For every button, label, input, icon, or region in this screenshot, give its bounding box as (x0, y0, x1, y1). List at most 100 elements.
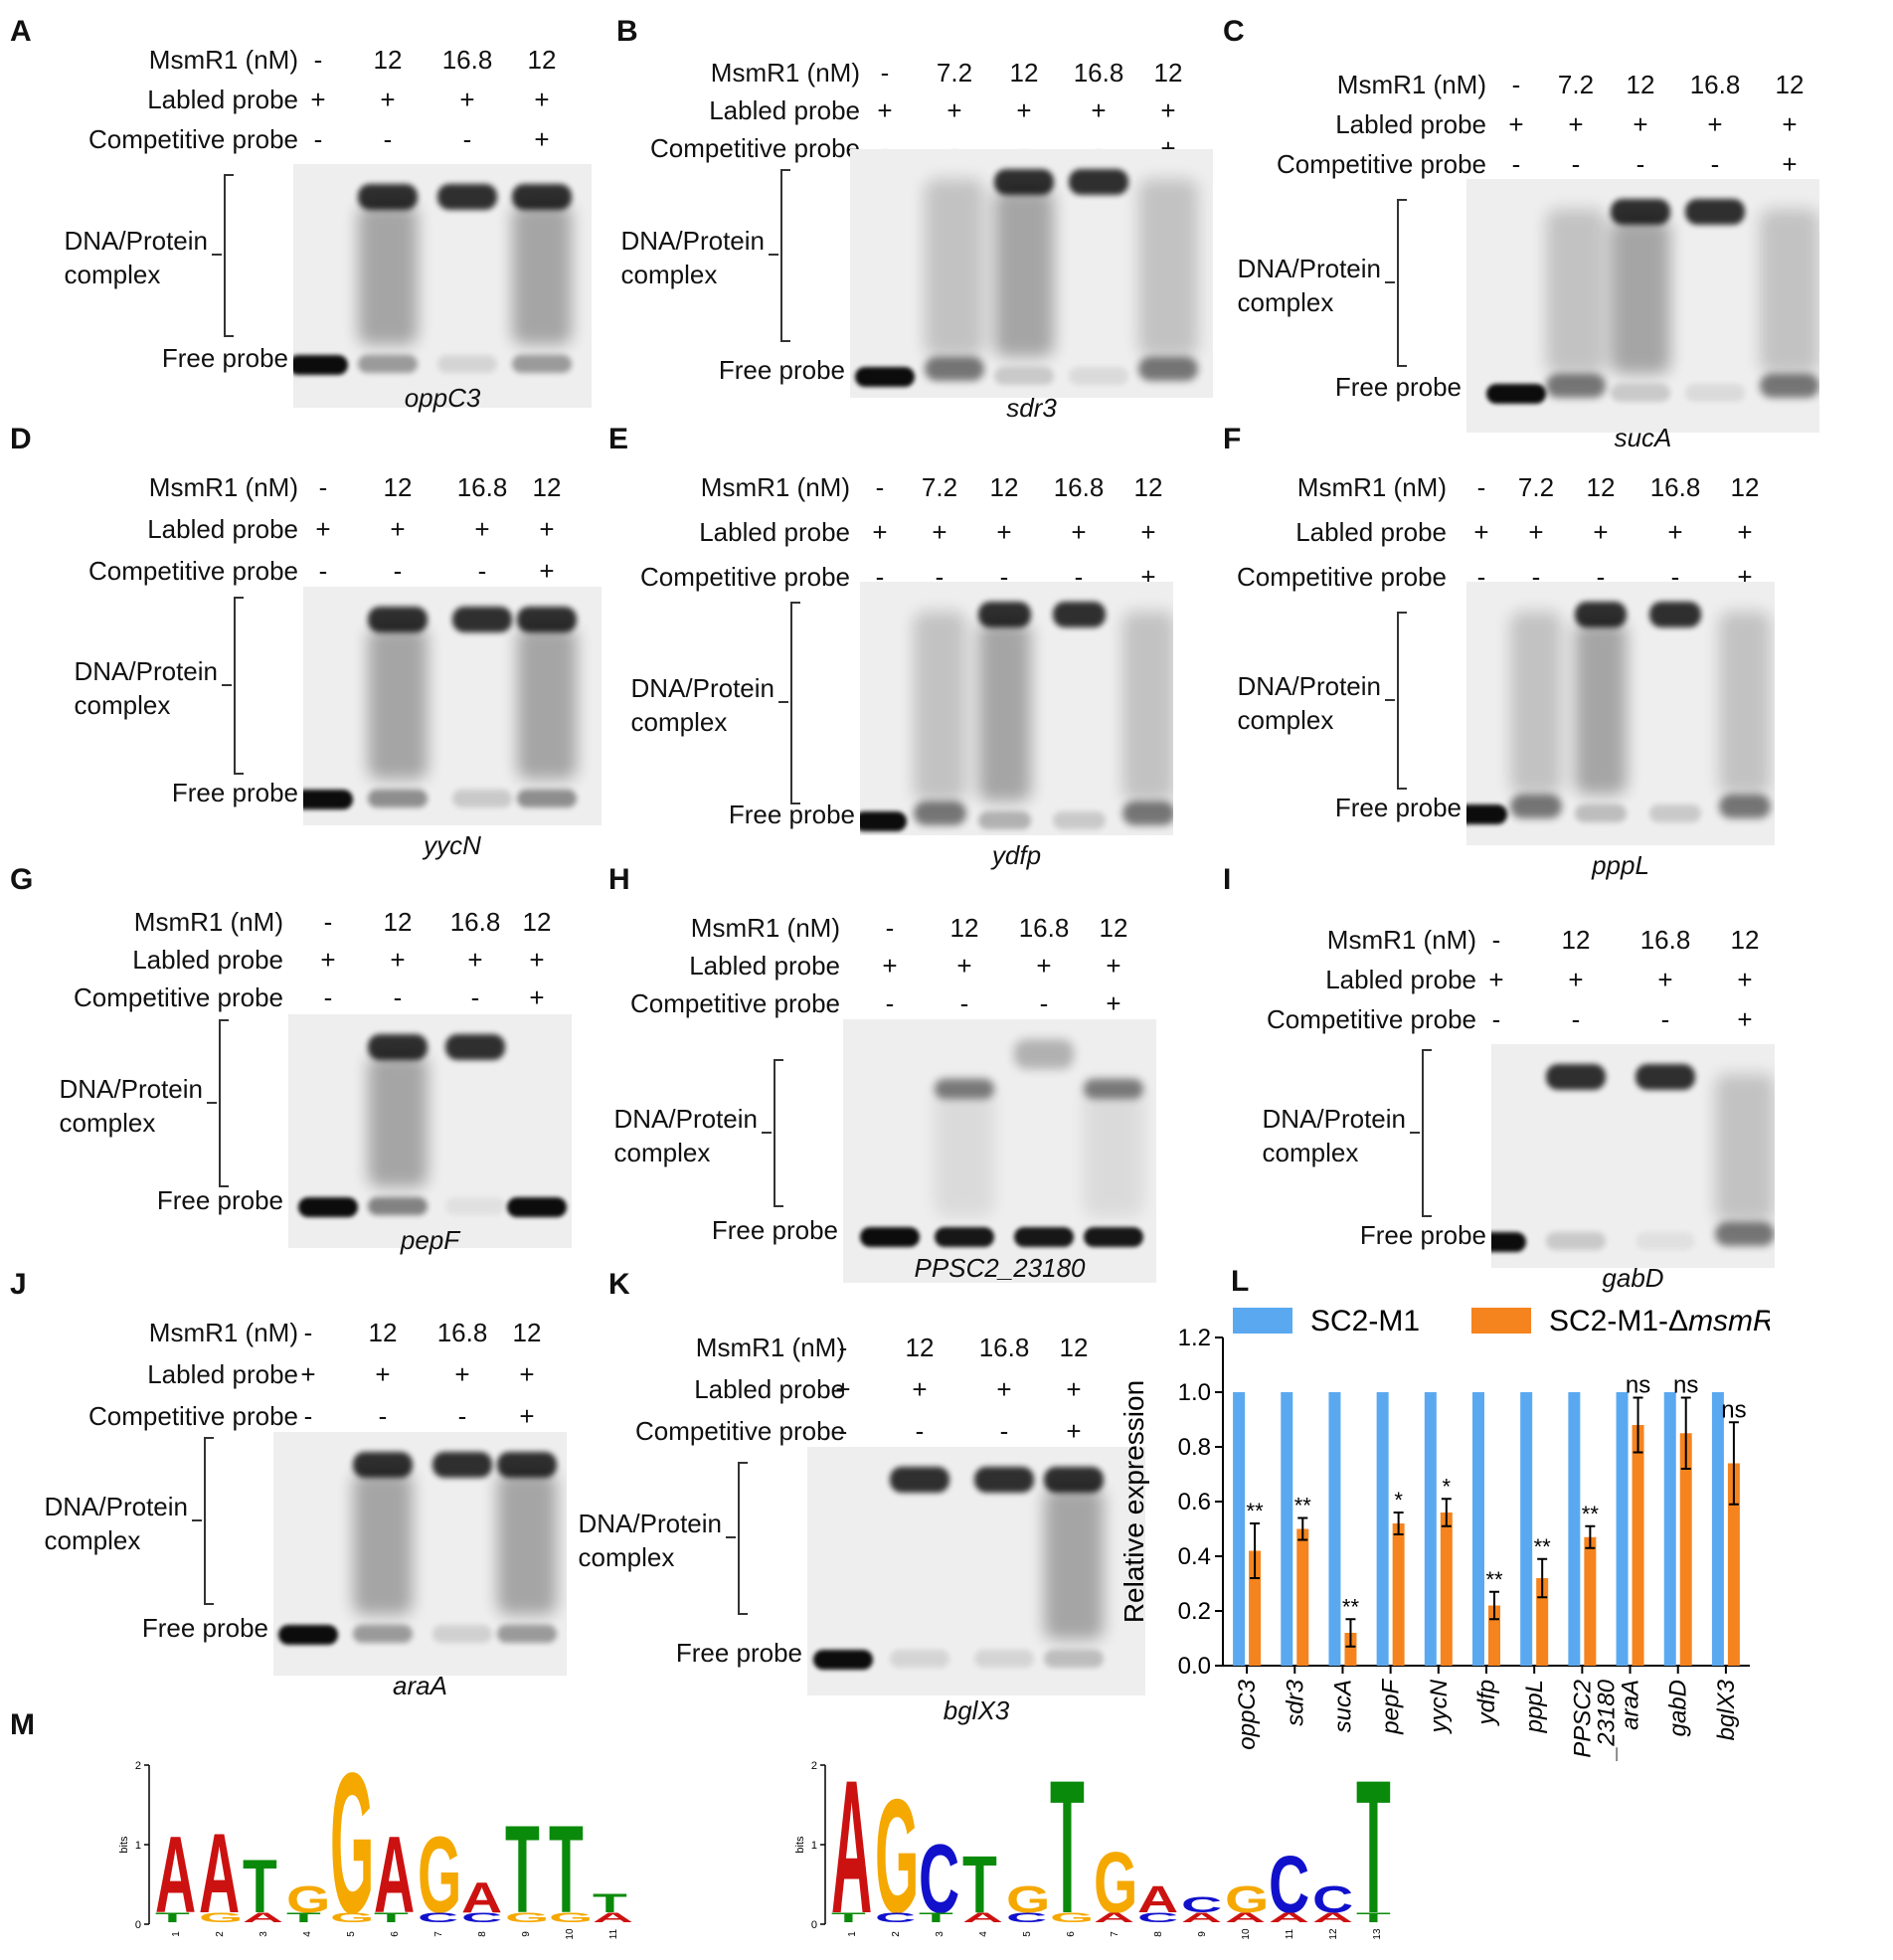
panel-f-lane-value: - (1476, 562, 1486, 592)
panel-k-lane-value: + (835, 1374, 851, 1404)
panel-e-lane-value: 7.2 (921, 472, 958, 502)
panel-b-row-label: Labled probe (709, 95, 860, 125)
panel-a-lane-value: 12 (373, 45, 403, 75)
bar-sc2-m1-dmsmr1 (1679, 1433, 1692, 1666)
panel-e-band (1121, 802, 1173, 825)
panel-b-lane-value: + (1091, 95, 1107, 125)
logo-position-label: 10 (565, 1928, 576, 1940)
logo-letter: A (831, 1750, 872, 1949)
panel-f-band (1510, 612, 1562, 795)
panel-h-band (1084, 1227, 1143, 1247)
panel-f-lane-value: + (1667, 517, 1683, 547)
panel-a-gel-image (293, 164, 592, 408)
panel-g-lane-value: 12 (383, 907, 413, 937)
panel-i-band (1546, 1064, 1606, 1090)
logo-letter: C (1312, 1878, 1353, 1921)
panel-a-lane-value: + (310, 85, 326, 114)
logo-letter: A (155, 1815, 196, 1936)
panel-h-lane-value: + (1036, 951, 1052, 980)
panel-c-complex-bracket (1397, 199, 1407, 367)
panel-f-bracket-tick (1385, 698, 1395, 701)
significance-mark: ** (1294, 1494, 1312, 1518)
logo-letter-minor: A (1269, 1909, 1309, 1924)
logo-letter: A (199, 1810, 240, 1937)
panel-k-band (1044, 1487, 1104, 1640)
panel-h-band (1014, 1227, 1074, 1247)
panel-i-band (1491, 1232, 1526, 1252)
panel-c-free-probe-label: Free probe (1334, 372, 1462, 402)
panel-f-gel-image (1466, 582, 1775, 845)
panel-a-bracket-tick (212, 254, 222, 256)
panel-j-bracket-tick (192, 1518, 202, 1521)
panel-c-row-label: Competitive probe (1277, 149, 1486, 179)
panel-f-lane-value: 12 (1586, 472, 1616, 502)
x-tick-label: pppL (1521, 1680, 1548, 1733)
bar-sc2-m1 (1663, 1392, 1676, 1666)
panel-g-lane-value: + (320, 945, 336, 975)
logo-letter-minor: T (831, 1909, 866, 1924)
bar-sc2-m1 (1376, 1392, 1389, 1666)
logo-position-label: 11 (608, 1928, 619, 1939)
panel-e-gel-image (860, 582, 1173, 835)
logo-letter: T (593, 1888, 627, 1918)
panel-d-lane-value: 12 (532, 472, 562, 502)
logo-letter: T (962, 1839, 997, 1930)
significance-mark: ** (1534, 1534, 1552, 1559)
panel-j-band (432, 1625, 492, 1643)
panel-c-lane-value: + (1782, 109, 1798, 139)
logo-letter-minor: T (1356, 1909, 1391, 1924)
panel-i-band (1546, 1232, 1606, 1250)
panel-a-band (293, 355, 348, 375)
panel-c-lane-value: 16.8 (1689, 70, 1741, 99)
panel-e-lane-value: + (1140, 517, 1156, 547)
panel-f-complex-bracket (1397, 612, 1407, 790)
panel-e-band (977, 622, 1031, 802)
panel-j-lane-value: + (454, 1359, 470, 1389)
panel-g-lane-value: 12 (522, 907, 552, 937)
panel-e-lane-value: - (875, 562, 885, 592)
logo-position-label: 2 (891, 1931, 902, 1937)
bar-sc2-m1-dmsmr1 (1440, 1513, 1453, 1666)
logo-position-label: 6 (1066, 1931, 1077, 1937)
legend-label-sc2-m1: SC2-M1 (1310, 1305, 1420, 1337)
logo-y-tick-label: 2 (811, 1760, 817, 1772)
panel-b-lane-value: - (1094, 133, 1104, 163)
significance-mark: ** (1247, 1499, 1265, 1523)
panel-h-lane-value: 12 (1099, 913, 1128, 943)
panel-k-label: K (608, 1268, 630, 1301)
panel-i-lane-value: 12 (1561, 925, 1591, 955)
panel-k-lane-value: + (1066, 1416, 1082, 1446)
panel-e-lane-value: - (1074, 562, 1084, 592)
panel-e-row-label: Competitive probe (640, 562, 850, 592)
panel-a-row-label: Labled probe (147, 85, 298, 114)
panel-g-lane-value: 16.8 (449, 907, 501, 937)
logo-position-label: 1 (171, 1931, 182, 1937)
panel-k-free-probe-label: Free probe (675, 1638, 802, 1668)
logo-letter-minor: C (875, 1909, 916, 1924)
bar-sc2-m1 (1568, 1392, 1581, 1666)
logo-position-label: 4 (302, 1931, 313, 1937)
panel-d-band (452, 607, 512, 632)
y-tick-label: 1.0 (1178, 1379, 1211, 1406)
panel-h-lane-value: - (885, 988, 895, 1018)
panel-f-row-label: Labled probe (1295, 517, 1447, 547)
panel-g-gel-image (288, 1014, 572, 1248)
logo-letter: C (1181, 1893, 1222, 1917)
panel-d-lane-value: + (474, 514, 490, 544)
panel-b-band (925, 179, 984, 357)
panel-k-bracket-tick (726, 1536, 736, 1538)
panel-d-band (517, 607, 577, 632)
panel-h-band (1014, 1039, 1074, 1069)
significance-mark: ns (1673, 1372, 1698, 1399)
logo-position-label: 3 (935, 1931, 946, 1937)
panel-c-lane-value: 7.2 (1557, 70, 1595, 99)
panel-f-label: F (1223, 423, 1242, 455)
panel-j-lane-value: - (303, 1318, 313, 1347)
significance-mark: ns (1626, 1372, 1650, 1399)
panel-a-row-label: MsmR1 (nM) (148, 45, 298, 75)
panel-b-free-probe-label: Free probe (718, 355, 845, 385)
panel-g-lane-value: + (467, 945, 483, 975)
panel-e-band (913, 612, 966, 802)
panel-c-band (1546, 374, 1606, 398)
